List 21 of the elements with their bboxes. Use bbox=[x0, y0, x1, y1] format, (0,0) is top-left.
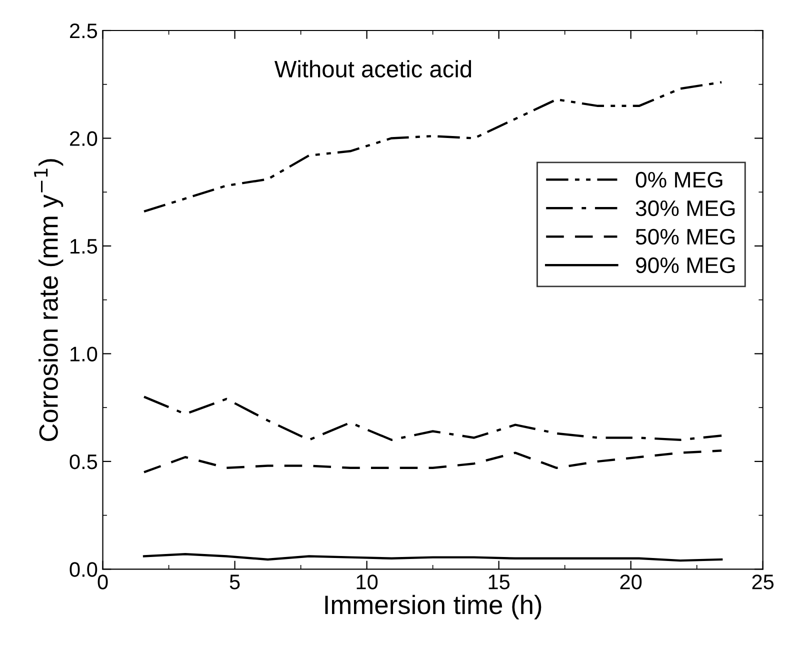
y-tick-label: 0.0 bbox=[70, 562, 98, 577]
y-axis-title: Corrosion rate (mm y$^{−1}$) bbox=[34, 159, 64, 441]
legend-label: 90% MEG bbox=[636, 257, 735, 274]
x-tick-label: 15 bbox=[488, 574, 510, 590]
x-tick-label: 10 bbox=[356, 574, 378, 590]
y-tick-label: 1.0 bbox=[70, 346, 98, 362]
text: Without acetic acid bbox=[274, 60, 472, 78]
x-tick-label: 25 bbox=[752, 574, 774, 590]
y-tick-label: 1.5 bbox=[70, 239, 98, 254]
legend-label: 0% MEG bbox=[636, 172, 722, 188]
line-series bbox=[142, 396, 723, 441]
x-axis-title: Immersion time (h) bbox=[325, 594, 542, 620]
x-tick-label: 5 bbox=[230, 574, 240, 590]
x-tick-label: 0 bbox=[98, 574, 108, 590]
legend-label: 30% MEG bbox=[636, 200, 735, 216]
y-tick-label: 0.5 bbox=[70, 454, 98, 470]
x-tick-label: 20 bbox=[620, 574, 642, 590]
y-tick-label: 2.0 bbox=[70, 131, 98, 146]
line-series bbox=[142, 450, 723, 474]
legend-label: 50% MEG bbox=[636, 228, 735, 245]
y-tick-label: 2.5 bbox=[70, 24, 98, 38]
